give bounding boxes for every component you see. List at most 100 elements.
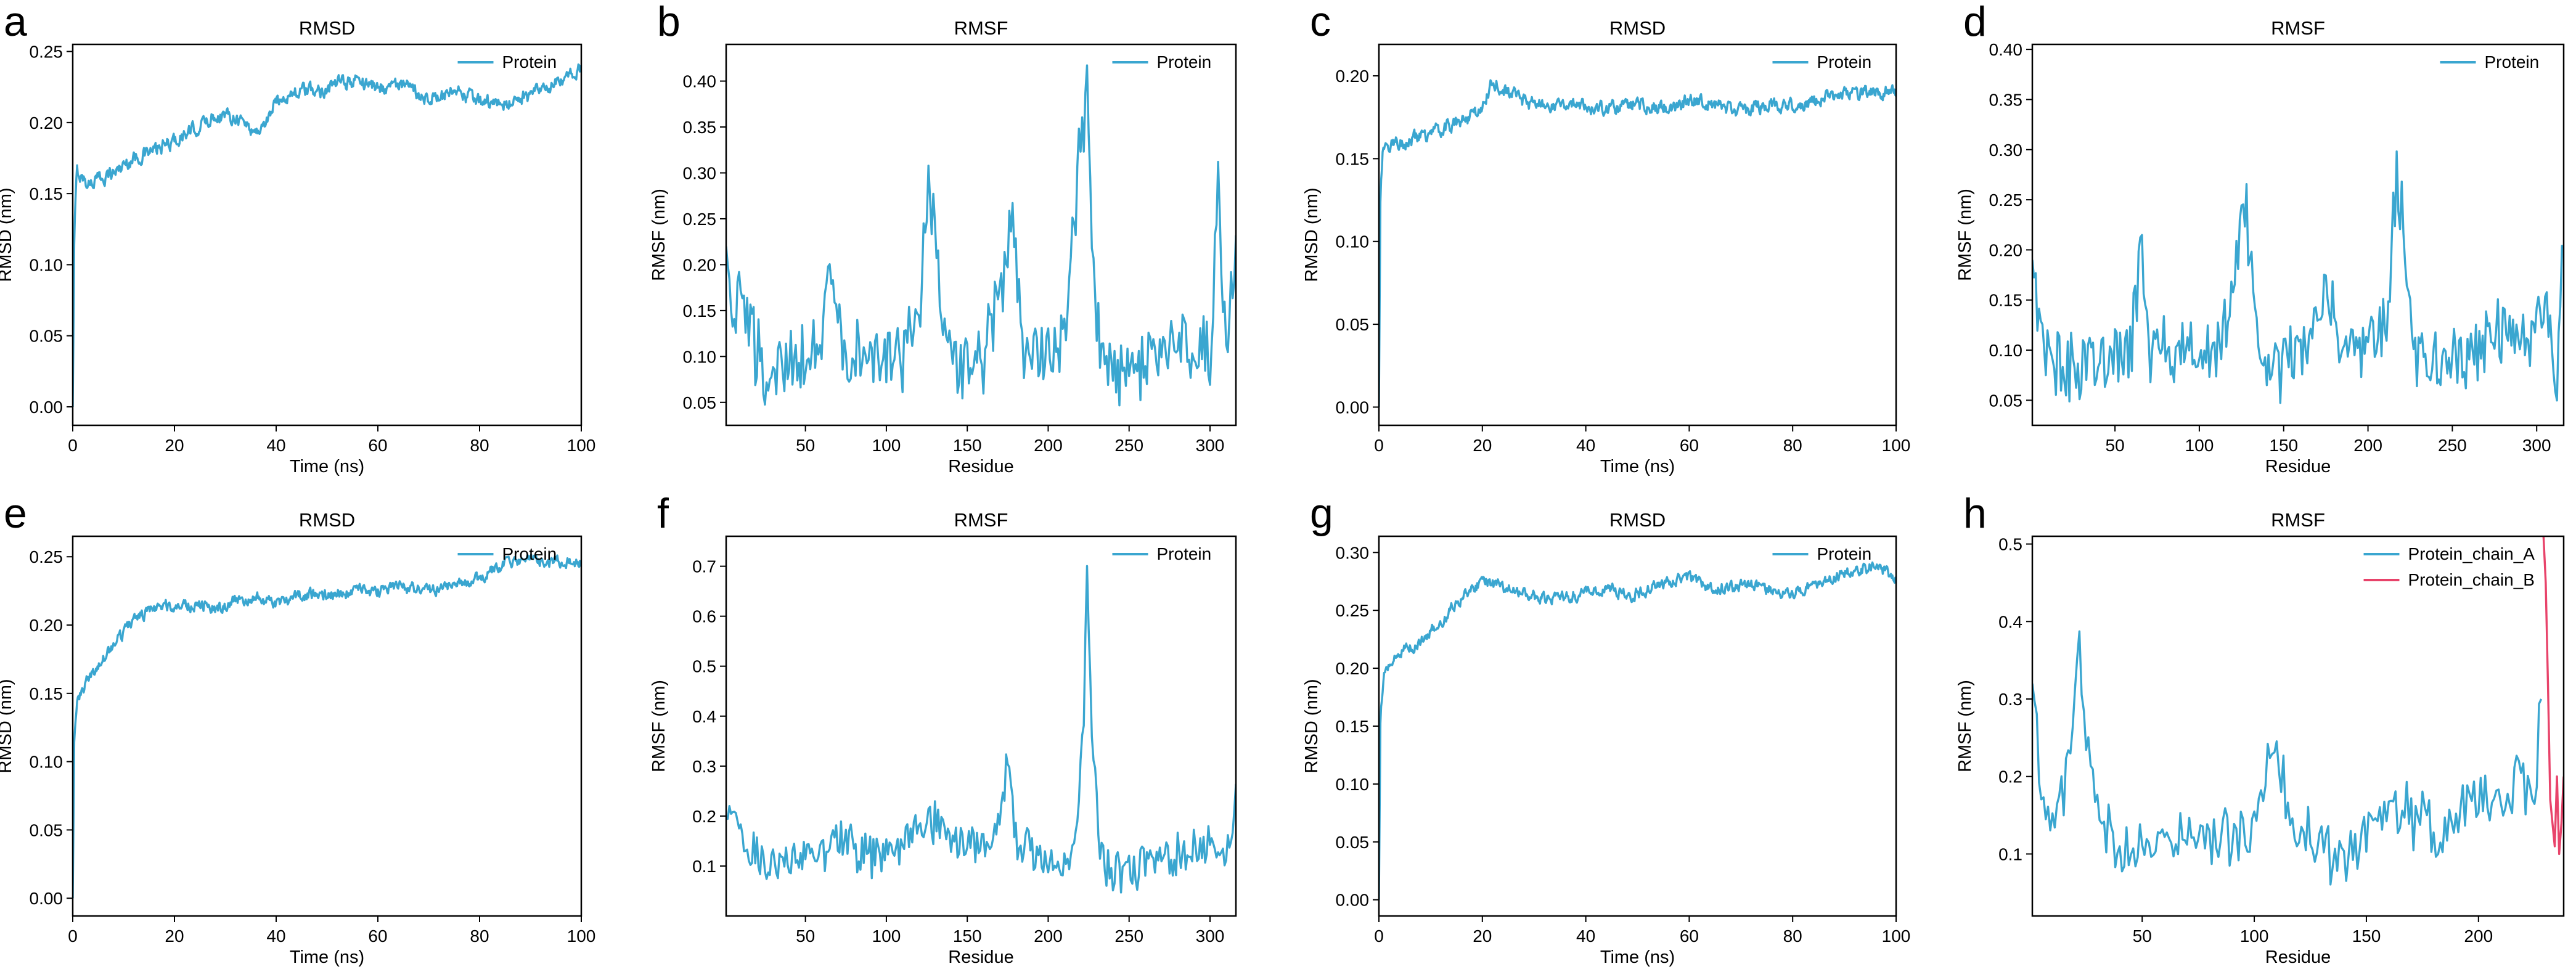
y-tick-label: 0.05: [30, 820, 63, 840]
y-tick-label: 0.6: [692, 607, 716, 626]
panel-letter: c: [1310, 0, 1331, 45]
y-axis-label: RMSD (nm): [1302, 187, 1322, 282]
panel-f: f RMSF 50 100 150 200 250 300 0.1 0.2 0.3 0.4 0.5 0.6…: [649, 490, 1237, 967]
y-axis-label: RMSD (nm): [1302, 679, 1322, 773]
series-line-protein: [73, 554, 581, 899]
series-line-protein: [726, 64, 1236, 407]
x-tick-label: 50: [2106, 436, 2125, 455]
x-tick-label: 100: [567, 926, 596, 946]
legend-label: Protein_chain_A: [2408, 544, 2535, 563]
axes-frame: [2031, 43, 2565, 427]
legend-label: Protein_chain_B: [2408, 570, 2535, 589]
y-tick-label: 0.15: [30, 684, 63, 703]
y-tick-label: 0.05: [683, 393, 717, 412]
legend-label: Protein: [1157, 52, 1212, 72]
y-tick-label: 0.5: [692, 657, 716, 676]
panel-letter: f: [657, 490, 669, 537]
chart-title: RMSD: [1609, 509, 1666, 531]
y-tick-label: 0.4: [1998, 612, 2022, 631]
x-tick-label: 200: [2464, 926, 2493, 946]
y-axis-label: RMSD (nm): [0, 187, 15, 282]
y-tick-label: 0.7: [692, 557, 716, 576]
panel-a: a RMSD 0 20 40 60 80 100 0.00 0.05 0.10 0.15 0.20 0.2…: [0, 0, 595, 476]
y-tick-label: 0.10: [683, 347, 717, 366]
panel-letter: g: [1310, 490, 1333, 537]
x-tick-label: 150: [953, 436, 982, 455]
axes-frame: [1378, 43, 1897, 427]
x-tick-label: 20: [165, 436, 184, 455]
y-tick-label: 0.20: [30, 113, 63, 133]
panel-letter: a: [4, 0, 27, 45]
x-tick-label: 250: [2438, 436, 2467, 455]
panel-h: h RMSF 50 100 150 200 0.1 0.2 0.3 0.4 0.5 Residue RM…: [1955, 490, 2565, 967]
chart-title: RMSF: [954, 509, 1008, 531]
x-tick-label: 300: [2522, 436, 2551, 455]
y-tick-label: 0.35: [683, 118, 717, 137]
series-line-protein-chain-b: [2542, 536, 2564, 856]
x-tick-label: 300: [1196, 436, 1225, 455]
x-axis-label: Residue: [948, 947, 1013, 967]
x-tick-label: 20: [1473, 926, 1492, 946]
y-tick-label: 0.4: [692, 707, 716, 726]
x-tick-label: 40: [1576, 926, 1595, 946]
y-tick-label: 0.1: [692, 857, 716, 876]
panel-letter: h: [1963, 490, 1987, 537]
y-axis-label: RMSF (nm): [1955, 189, 1975, 281]
legend-label: Protein: [502, 52, 557, 72]
y-tick-label: 0.30: [1989, 141, 2023, 160]
y-tick-label: 0.20: [1989, 240, 2023, 260]
panel-d: d RMSF 50 100 150 200 250 300 0.05 0.10 0.15 0.20 0.…: [1955, 0, 2565, 476]
x-tick-label: 0: [1374, 926, 1384, 946]
y-tick-label: 0.40: [1989, 40, 2023, 59]
x-axis-label: Residue: [2265, 947, 2331, 967]
axes-frame: [72, 535, 583, 917]
y-tick-label: 0.25: [1989, 190, 2023, 210]
panel-c: c RMSD 0 20 40 60 80 100 0.00 0.05 0.10 0.15 0.20 Tim…: [1302, 0, 1910, 476]
y-tick-label: 0.15: [30, 184, 63, 203]
y-tick-label: 0.5: [1998, 535, 2022, 554]
x-tick-label: 60: [368, 926, 387, 946]
x-axis-label: Time (ns): [1600, 947, 1675, 967]
x-tick-label: 80: [1783, 436, 1802, 455]
x-tick-label: 100: [1882, 926, 1911, 946]
x-tick-label: 100: [2240, 926, 2269, 946]
x-axis-label: Residue: [2265, 457, 2331, 476]
y-tick-label: 0.20: [683, 255, 717, 274]
legend-label: Protein: [1817, 52, 1872, 72]
y-tick-label: 0.35: [1989, 90, 2023, 109]
legend-label: Protein: [502, 544, 557, 563]
axes-frame: [725, 535, 1237, 917]
series-line-protein: [73, 63, 581, 407]
y-tick-label: 0.05: [30, 327, 63, 346]
y-tick-label: 0.00: [30, 398, 63, 417]
y-tick-label: 0.20: [1336, 67, 1370, 86]
x-tick-label: 100: [1882, 436, 1911, 455]
legend-label: Protein: [1817, 544, 1872, 563]
x-tick-label: 80: [470, 926, 489, 946]
panel-g: g RMSD 0 20 40 60 80 100 0.00 0.05 0.10 0.15 0.20 0.2…: [1302, 490, 1910, 967]
x-tick-label: 0: [68, 436, 78, 455]
y-tick-label: 0.05: [1336, 315, 1370, 334]
y-axis-label: RMSD (nm): [0, 679, 15, 773]
y-axis-label: RMSF (nm): [649, 189, 669, 281]
x-tick-label: 20: [1473, 436, 1492, 455]
x-tick-label: 100: [567, 436, 596, 455]
y-tick-label: 0.10: [1989, 341, 2023, 360]
x-tick-label: 40: [266, 436, 285, 455]
x-axis-label: Time (ns): [290, 457, 364, 476]
y-tick-label: 0.00: [30, 889, 63, 908]
y-tick-label: 0.30: [1336, 543, 1370, 562]
x-tick-label: 20: [165, 926, 184, 946]
y-tick-label: 0.10: [30, 753, 63, 772]
y-tick-label: 0.10: [1336, 232, 1370, 251]
axes-frame: [725, 43, 1237, 427]
legend-label: Protein: [2485, 52, 2540, 72]
x-tick-label: 80: [470, 436, 489, 455]
legend-label: Protein: [1157, 544, 1212, 563]
x-tick-label: 150: [2269, 436, 2298, 455]
chart-title: RMSD: [1609, 17, 1666, 39]
x-tick-label: 50: [796, 926, 815, 946]
x-tick-label: 200: [2353, 436, 2382, 455]
y-tick-label: 0.05: [1336, 833, 1370, 852]
